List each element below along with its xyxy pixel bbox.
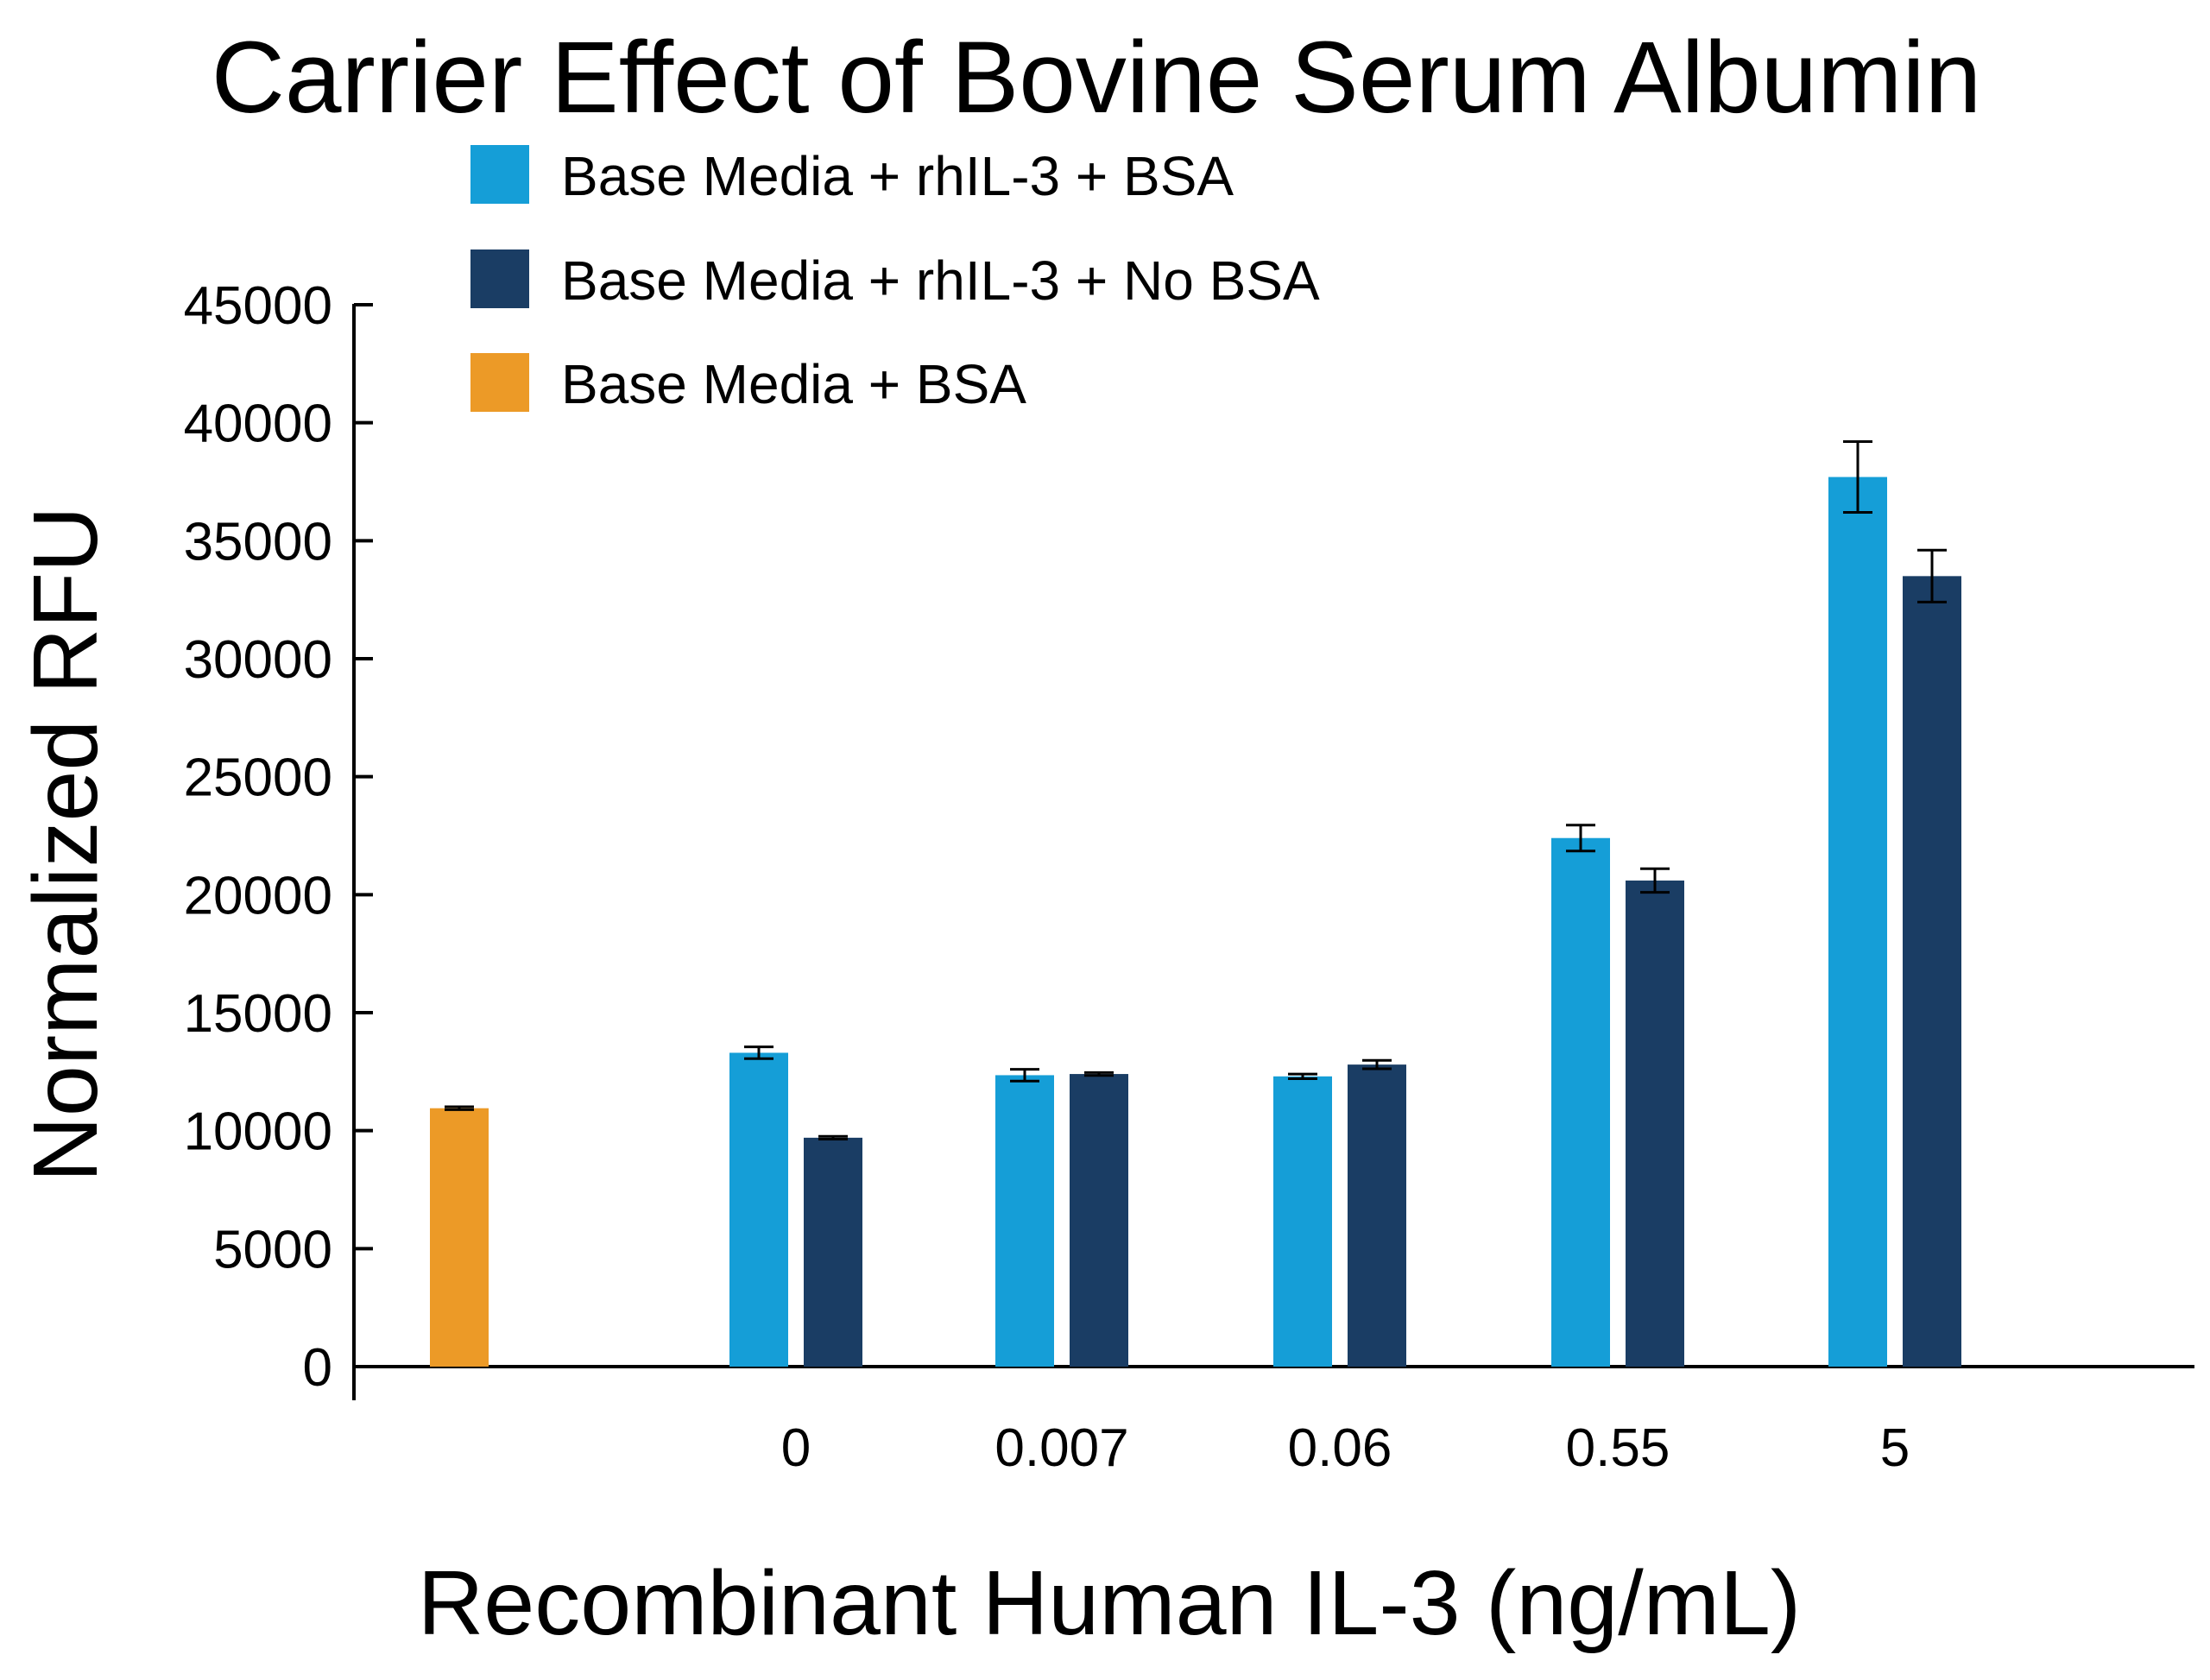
chart-title: Carrier Effect of Bovine Serum Albumin	[212, 21, 1982, 135]
x-tick-label: 0	[781, 1418, 811, 1478]
y-tick-label: 20000	[184, 866, 332, 925]
bar	[1070, 1074, 1128, 1367]
x-axis-label: Recombinant Human IL-3 (ng/mL)	[418, 1552, 1801, 1654]
x-tick-label: 0.55	[1566, 1418, 1670, 1478]
bar	[804, 1137, 862, 1367]
legend-swatch	[470, 145, 529, 204]
y-tick-label: 15000	[184, 984, 332, 1044]
legend-swatch	[470, 249, 529, 308]
plot-area: 0 5000 10000 15000 20000 25000 30000 35000 40000…	[184, 276, 2194, 1478]
y-tick-label: 35000	[184, 512, 332, 572]
bar	[995, 1075, 1054, 1367]
bar	[1348, 1064, 1406, 1367]
legend-label: Base Media + rhIL-3 + BSA	[561, 145, 1234, 207]
legend: Base Media + rhIL-3 + BSA Base Media + rh…	[470, 145, 1320, 415]
bar	[1626, 880, 1684, 1367]
y-tick-label: 5000	[213, 1220, 332, 1279]
y-tick-label: 40000	[184, 395, 332, 454]
bar	[1551, 837, 1610, 1367]
x-tick-label: 5	[1880, 1418, 1910, 1478]
bar	[729, 1052, 788, 1367]
legend-label: Base Media + rhIL-3 + No BSA	[561, 249, 1320, 312]
y-tick-label: 25000	[184, 748, 332, 808]
y-tick-label: 30000	[184, 630, 332, 690]
x-tick-label: 0.06	[1288, 1418, 1392, 1478]
y-axis-label: Normalized RFU	[15, 506, 117, 1182]
x-tick-label: 0.007	[994, 1418, 1128, 1478]
legend-swatch	[470, 353, 529, 412]
y-tick-label: 45000	[184, 276, 332, 336]
bar	[1903, 576, 1961, 1367]
legend-label: Base Media + BSA	[561, 353, 1026, 415]
y-tick-label: 10000	[184, 1102, 332, 1162]
bar	[1273, 1076, 1332, 1367]
bar	[430, 1108, 489, 1367]
y-tick-label: 0	[303, 1338, 332, 1398]
bar	[1828, 477, 1887, 1367]
